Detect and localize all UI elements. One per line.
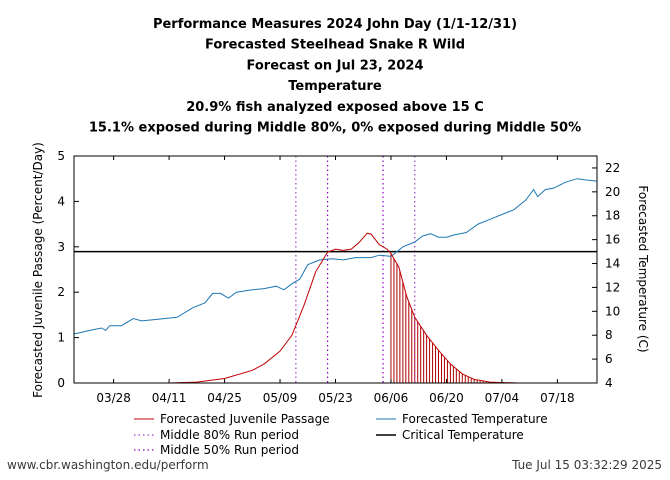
y-axis-right: 4 6 8 10 12 14 16 18 20 22 xyxy=(592,161,620,390)
footer-timestamp: Tue Jul 15 03:32:29 2025 xyxy=(512,458,662,472)
title-line-2: Forecasted Steelhead Snake R Wild xyxy=(205,38,465,53)
x-tick-label-5: 05/23 xyxy=(318,391,353,405)
x-tick-label-1: 03/28 xyxy=(96,391,131,405)
x-tick-label-7: 06/20 xyxy=(429,391,464,405)
y-left-tick-label-4: 3 xyxy=(57,240,65,254)
y-right-tick-label-5: 12 xyxy=(605,280,620,294)
y-right-tick-label-8: 18 xyxy=(605,209,620,223)
y-right-tick-label-1: 4 xyxy=(605,376,613,390)
x-tick-label-9: 07/18 xyxy=(540,391,575,405)
y-left-tick-label-2: 1 xyxy=(57,331,65,345)
y-left-tick-label-5: 4 xyxy=(57,194,65,208)
y-left-tick-label-3: 2 xyxy=(57,285,65,299)
plot-frame xyxy=(73,155,598,384)
y-right-tick-label-3: 8 xyxy=(605,328,613,342)
y-right-tick-label-4: 10 xyxy=(605,304,620,318)
footer-source-link[interactable]: www.cbr.washington.edu/perform xyxy=(7,458,209,472)
y-right-tick-label-9: 20 xyxy=(605,185,620,199)
x-tick-label-8: 07/04 xyxy=(485,391,520,405)
y-axis-left-label: Forecasted Juvenile Passage (Percent/Day… xyxy=(31,142,45,398)
legend-critical-label: Critical Temperature xyxy=(402,428,524,442)
y-axis-left: 0 1 2 3 4 5 xyxy=(57,149,79,390)
legend: Forecasted Juvenile Passage Middle 80% R… xyxy=(134,412,548,457)
y-axis-right-label: Forecasted Temperature (C) xyxy=(636,185,650,352)
x-tick-label-2: 04/11 xyxy=(152,391,187,405)
title-line-3: Forecast on Jul 23, 2024 xyxy=(247,58,424,73)
y-right-tick-label-10: 22 xyxy=(605,161,620,175)
y-left-tick-label-1: 0 xyxy=(57,376,65,390)
y-right-tick-label-7: 16 xyxy=(605,233,620,247)
title-line-5: 20.9% fish analyzed exposed above 15 C xyxy=(186,100,484,115)
legend-passage-label: Forecasted Juvenile Passage xyxy=(160,412,330,426)
temperature-series-line xyxy=(73,178,598,335)
legend-temperature-label: Forecasted Temperature xyxy=(402,412,548,426)
y-left-tick-label-6: 5 xyxy=(57,149,65,163)
x-tick-label-6: 06/06 xyxy=(374,391,409,405)
title-line-1: Performance Measures 2024 John Day (1/1-… xyxy=(153,17,517,32)
x-axis: 03/28 04/11 04/25 05/09 05/23 06/06 06/20 07/04… xyxy=(96,156,575,405)
title-line-6: 15.1% exposed during Middle 80%, 0% expo… xyxy=(89,121,581,136)
exposed-fill xyxy=(390,253,490,383)
chart-title: Performance Measures 2024 John Day (1/1-… xyxy=(89,17,581,136)
passage-series-line xyxy=(169,232,597,384)
legend-middle80-label: Middle 80% Run period xyxy=(160,428,299,442)
run-period-lines xyxy=(295,156,416,383)
y-right-tick-label-2: 6 xyxy=(605,352,613,366)
title-line-4: Temperature xyxy=(288,79,382,94)
x-tick-label-3: 04/25 xyxy=(207,391,242,405)
y-right-tick-label-6: 14 xyxy=(605,257,620,271)
x-tick-label-4: 05/09 xyxy=(263,391,298,405)
legend-middle50-label: Middle 50% Run period xyxy=(160,443,299,457)
